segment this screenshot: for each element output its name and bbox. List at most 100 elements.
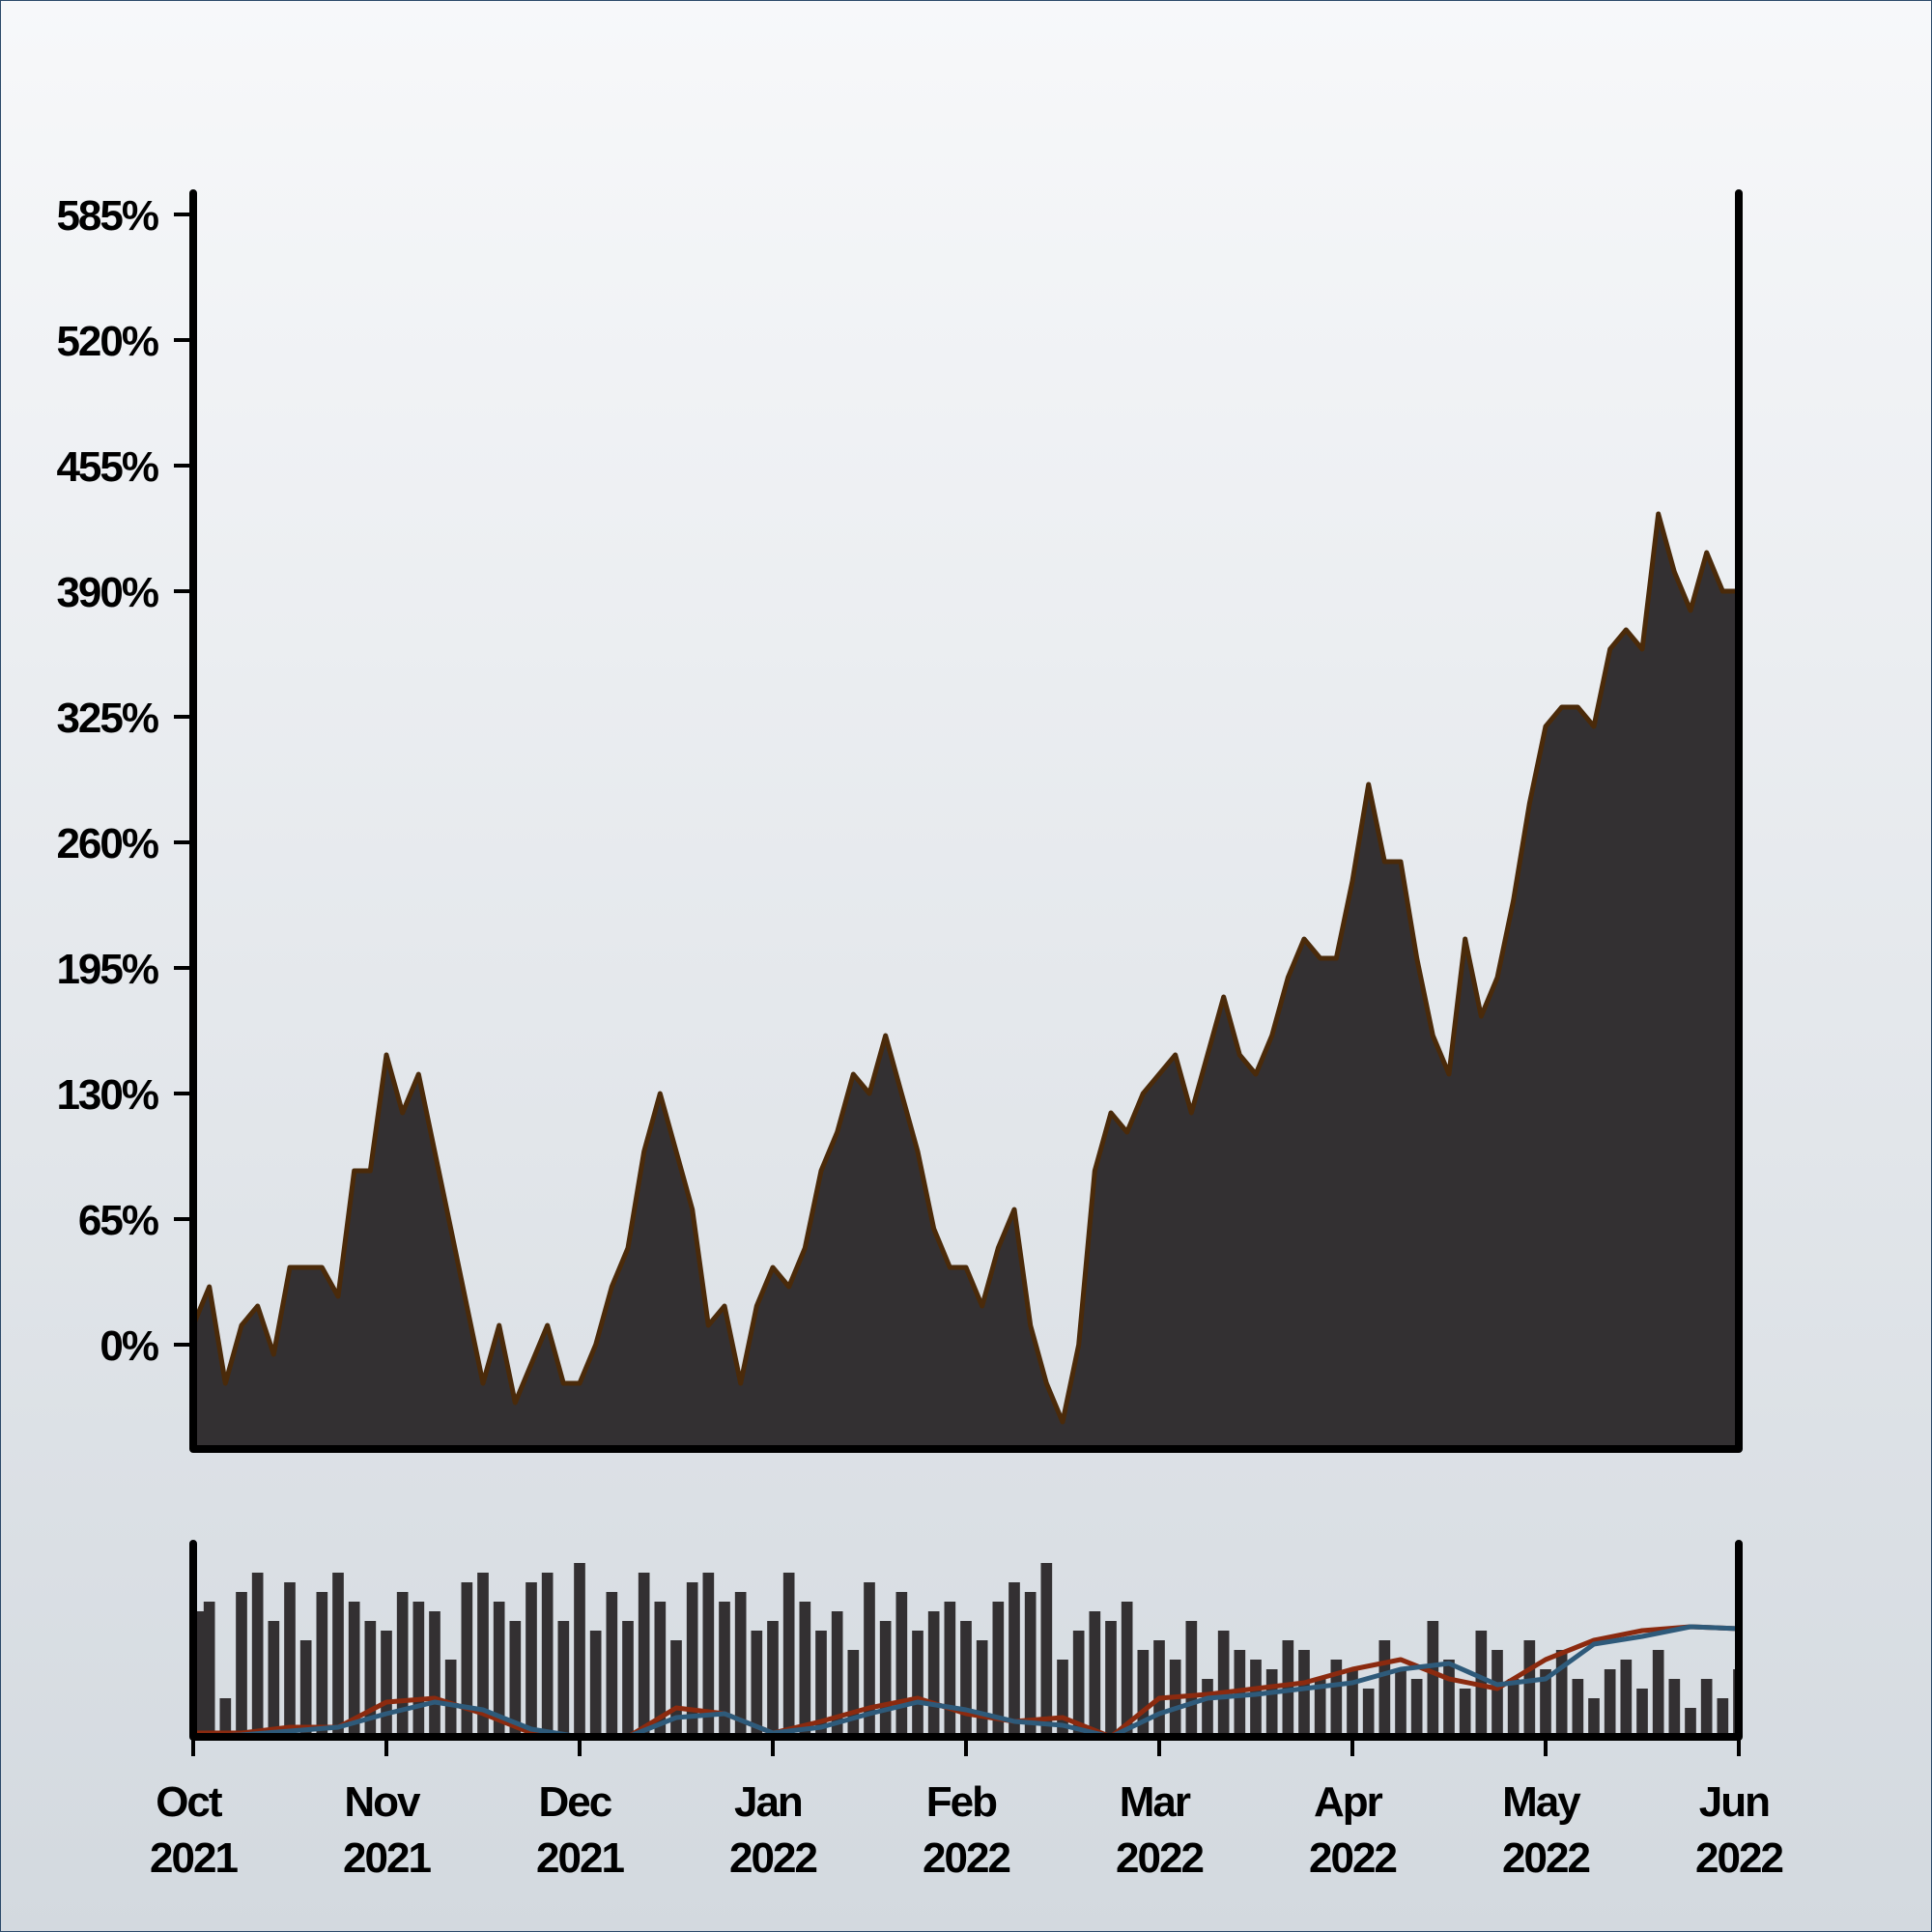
volume-bar	[895, 1592, 908, 1737]
volume-bar	[960, 1621, 972, 1737]
volume-bar	[1685, 1708, 1696, 1737]
volume-bar	[751, 1631, 763, 1737]
volume-bar	[1410, 1679, 1423, 1737]
volume-bar	[348, 1602, 360, 1737]
volume-bar	[686, 1582, 698, 1737]
volume-bar	[1347, 1669, 1358, 1737]
volume-bar	[1572, 1679, 1584, 1737]
volume-bar	[1700, 1679, 1713, 1737]
volume-bar	[1555, 1650, 1568, 1737]
volume-bar	[831, 1611, 843, 1737]
volume-bar	[1265, 1669, 1278, 1737]
axis-frame	[189, 1540, 1743, 1741]
volume-bar	[1217, 1631, 1230, 1737]
volume-bar	[1089, 1611, 1101, 1737]
volume-bar	[526, 1582, 537, 1737]
volume-bar	[1427, 1621, 1439, 1737]
volume-bar	[236, 1592, 247, 1737]
volume-bar	[1153, 1640, 1165, 1737]
volume-bar	[927, 1611, 940, 1737]
volume-bar	[1202, 1679, 1213, 1737]
volume-bar	[1443, 1660, 1455, 1737]
volume-bar	[1057, 1660, 1068, 1737]
volume-bar	[1492, 1650, 1503, 1737]
volume-bar	[203, 1602, 215, 1737]
area	[193, 514, 1739, 1449]
volume-bar	[299, 1640, 312, 1737]
axis-frame	[189, 189, 1743, 1453]
average-line	[192, 1624, 1740, 1740]
volume-bar	[864, 1582, 875, 1737]
volume-bar	[767, 1621, 779, 1737]
volume-bar	[976, 1640, 988, 1737]
volume-bar	[782, 1573, 795, 1737]
volume-bar	[493, 1602, 505, 1737]
axes-frame: 0% 65% 130% 195% 260% 325% 390% 455% 520% 585% Oct…	[56, 189, 1784, 1882]
volume-bar	[654, 1602, 667, 1737]
x-tick-label: Mar 2022	[1116, 1778, 1203, 1882]
volume-bar	[364, 1621, 377, 1737]
y-tick-label: 585%	[56, 192, 157, 240]
x-tick-label: May 2022	[1502, 1778, 1589, 1882]
volume-bar	[992, 1602, 1005, 1737]
volume-bar	[589, 1631, 602, 1737]
y-tick-label: 130%	[56, 1071, 157, 1119]
volume-bar	[284, 1582, 296, 1737]
volume-bar	[251, 1573, 264, 1737]
x-tick-label: Nov 2021	[343, 1778, 431, 1882]
volume-bar	[444, 1660, 457, 1737]
volume-bar	[638, 1573, 650, 1737]
x-tick-label: Oct 2021	[150, 1778, 238, 1882]
volume-bar	[1362, 1689, 1375, 1737]
y-tick-label: 325%	[56, 695, 157, 742]
volume-bar	[541, 1573, 554, 1737]
volume-bar	[1121, 1602, 1133, 1737]
volume-bar	[799, 1602, 811, 1737]
volume-bar	[1137, 1650, 1150, 1737]
volume-bar	[1668, 1679, 1681, 1737]
volume-bar	[1378, 1640, 1391, 1737]
x-tick-label: Jun 2022	[1695, 1778, 1782, 1882]
volume-bar	[1072, 1631, 1085, 1737]
volume-bar	[1024, 1592, 1037, 1737]
volume-bar	[509, 1621, 522, 1737]
volume-bar	[1105, 1621, 1117, 1737]
x-tick-label: Jan 2022	[729, 1778, 816, 1882]
y-tick-label: 65%	[78, 1197, 158, 1244]
volume-bar	[574, 1563, 585, 1737]
volume-bar	[670, 1640, 682, 1737]
volume-panel	[192, 1563, 1740, 1740]
volume-bar	[879, 1621, 892, 1737]
x-tick-label: Feb 2022	[923, 1778, 1009, 1882]
volume-bar	[316, 1592, 328, 1737]
volume-bar	[912, 1631, 923, 1737]
volume-bar	[429, 1611, 440, 1737]
volume-bar	[557, 1621, 570, 1737]
volume-bar	[1652, 1650, 1664, 1737]
volume-bar	[1588, 1698, 1600, 1737]
volume-bar	[1620, 1660, 1633, 1737]
volume-bar	[412, 1602, 425, 1737]
volume-bar	[1507, 1679, 1520, 1737]
x-tick-label: Dec 2021	[536, 1778, 624, 1882]
volume-bar	[1540, 1669, 1551, 1737]
volume-bar	[193, 1611, 205, 1737]
volume-bar	[847, 1650, 860, 1737]
volume-bar	[381, 1631, 392, 1737]
line	[190, 511, 1739, 1425]
volume-bar	[477, 1573, 489, 1737]
volume-bar	[268, 1621, 280, 1737]
volume-bar	[622, 1621, 634, 1737]
price-panel	[190, 511, 1739, 1449]
volume-bar	[1298, 1650, 1310, 1737]
y-tick-label: 390%	[56, 569, 157, 616]
volume-bar	[332, 1573, 344, 1737]
volume-bar	[1185, 1621, 1198, 1737]
volume-bar	[396, 1592, 409, 1737]
volume-bar	[1636, 1689, 1648, 1737]
volume-bar	[1330, 1660, 1343, 1737]
volume-bar	[1040, 1563, 1053, 1737]
volume-bar	[1717, 1698, 1729, 1737]
volume-bar	[461, 1582, 473, 1737]
volume-bar	[719, 1602, 730, 1737]
